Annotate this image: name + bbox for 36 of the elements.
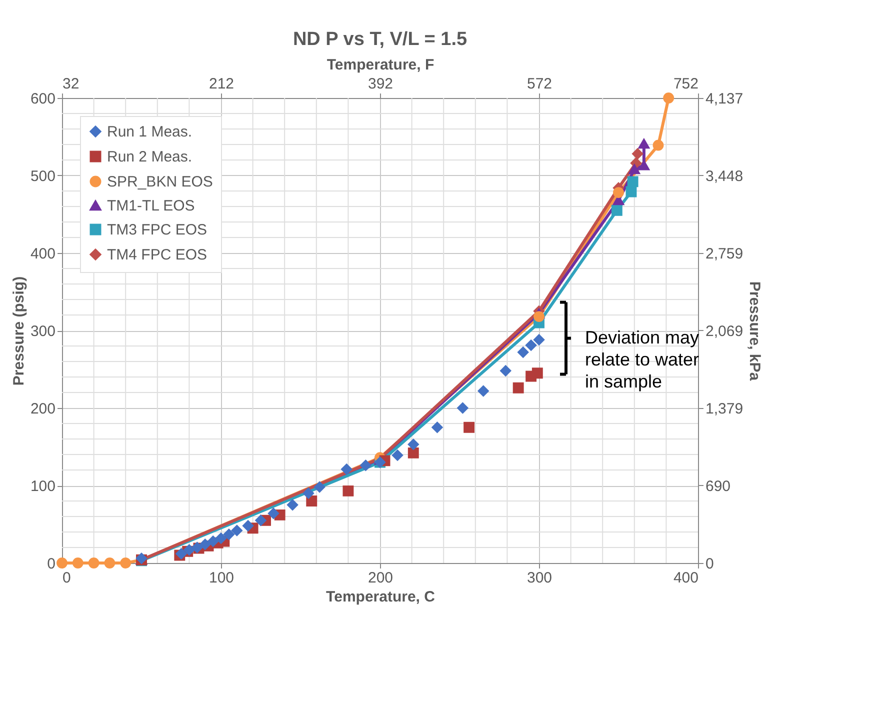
x-tick-label: 100: [208, 570, 234, 586]
x2-tick-label: 212: [208, 76, 234, 92]
x-tick-label: 0: [62, 570, 71, 586]
x2-tick-label: 392: [368, 76, 394, 92]
legend-label: Run 2 Meas.: [107, 148, 192, 166]
chart-title: ND P vs T, V/L = 1.5: [292, 29, 468, 50]
y2-tick-label: 4,137: [706, 90, 744, 108]
x-tick-label: 400: [673, 570, 698, 586]
y-tick-label: 200: [30, 400, 56, 418]
legend-label: TM1-TL EOS: [107, 198, 195, 214]
x-tick-label: 300: [526, 570, 552, 586]
legend-label: Run 1 Meas.: [107, 124, 192, 140]
y-tick-label: 600: [30, 90, 56, 108]
y-tick-label: 300: [30, 323, 56, 340]
legend-label: SPR_BKN EOS: [107, 174, 213, 190]
y-tick-label: 0: [47, 556, 56, 572]
y-tick-label: 100: [30, 478, 56, 495]
x-tick-label: 200: [368, 570, 394, 586]
x-axis-title: Temperature, C: [326, 588, 436, 606]
x2-tick-label: 32: [62, 76, 80, 92]
x2-axis-title: Temperature, F: [326, 56, 434, 74]
y2-tick-label: 690: [706, 478, 731, 495]
x2-tick-label: 752: [673, 76, 698, 92]
y-tick-label: 400: [30, 246, 56, 262]
y2-tick-label: 1,379: [706, 400, 744, 418]
legend-label: TM4 FPC EOS: [107, 246, 208, 264]
y2-tick-label: 0: [706, 556, 714, 572]
x2-tick-label: 572: [526, 76, 552, 92]
y2-tick-label: 3,448: [706, 168, 744, 185]
y2-axis-title: Pressure, kPa: [746, 281, 764, 382]
y-tick-label: 500: [30, 168, 56, 185]
annotation: Deviation may relate to water in sample: [585, 327, 700, 392]
legend-label: TM3 FPC EOS: [107, 222, 208, 238]
y2-tick-label: 2,759: [706, 245, 744, 262]
y2-tick-label: 2,069: [706, 322, 744, 340]
y-axis-title: Pressure (psig): [10, 276, 28, 386]
